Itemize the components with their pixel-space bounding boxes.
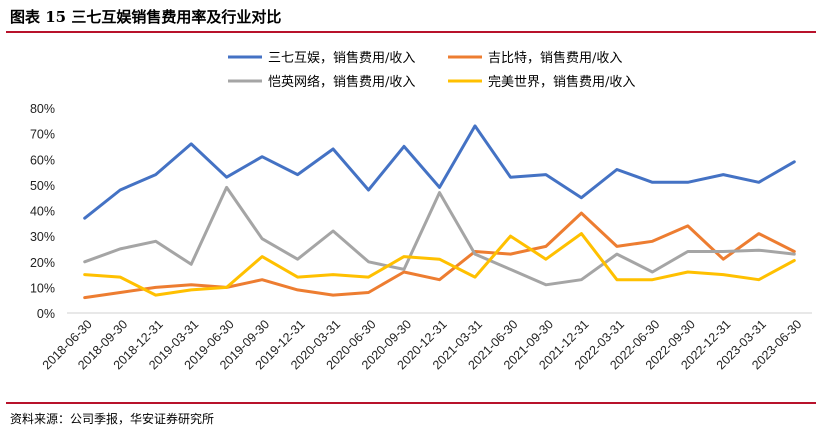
legend-label: 恺英网络，销售费用/收入 <box>268 74 415 90</box>
source-note: 资料来源：公司季报，华安证券研究所 <box>10 412 215 426</box>
y-tick-label: 70% <box>30 128 55 142</box>
series-line-4 <box>83 232 796 297</box>
y-tick-label: 60% <box>30 153 55 167</box>
series-line-3 <box>83 185 796 287</box>
title-bar: 图表 15 三七互娱销售费用率及行业对比 <box>6 3 816 33</box>
source-divider <box>6 402 816 404</box>
chart-title: 图表 15 三七互娱销售费用率及行业对比 <box>10 8 282 26</box>
y-tick-label: 0% <box>37 307 55 321</box>
y-tick-label: 20% <box>30 256 55 270</box>
legend-label: 完美世界，销售费用/收入 <box>488 74 635 90</box>
y-tick-label: 50% <box>30 179 55 193</box>
y-tick-label: 80% <box>30 102 55 116</box>
series-line-2 <box>83 211 796 300</box>
y-tick-label: 10% <box>30 281 55 295</box>
series-line-1 <box>83 124 796 220</box>
y-tick-label: 30% <box>30 230 55 244</box>
legend-label: 三七互娱，销售费用/收入 <box>268 50 415 66</box>
legend-label: 吉比特，销售费用/收入 <box>488 50 622 66</box>
y-tick-label: 40% <box>30 205 55 219</box>
